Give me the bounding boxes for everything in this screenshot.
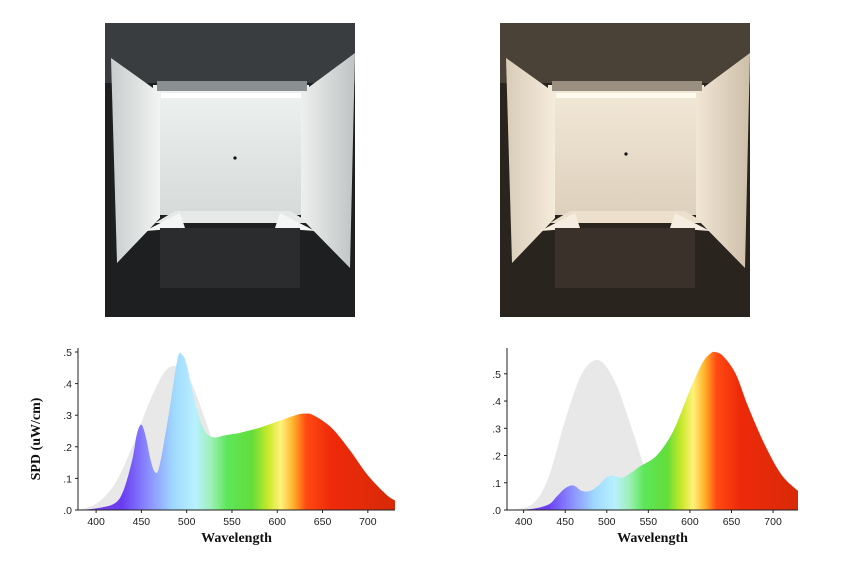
y-tick-label: .2 (492, 451, 501, 463)
x-tick-label: 700 (359, 516, 377, 528)
y-tick-label: .0 (63, 505, 72, 517)
x-tick-label: 650 (314, 516, 332, 528)
booth-warm-illustration (500, 23, 750, 317)
booth-cool-illustration (105, 23, 355, 317)
x-axis-title: Wavelength (617, 531, 688, 546)
reference-spectrum-area (507, 359, 665, 510)
y-tick-label: .3 (492, 423, 501, 435)
y-tick-label: .5 (63, 347, 72, 359)
x-tick-label: 500 (598, 516, 616, 528)
x-tick-label: 550 (640, 516, 658, 528)
x-tick-label: 550 (223, 516, 241, 528)
y-tick-label: .0 (492, 505, 501, 517)
x-tick-label: 400 (87, 516, 105, 528)
x-tick-label: 600 (681, 516, 699, 528)
y-tick-label: .5 (492, 369, 501, 381)
photo-cool-light-booth (105, 23, 355, 317)
x-tick-label: 650 (723, 516, 741, 528)
y-tick-label: .1 (492, 478, 501, 490)
x-tick-label: 450 (556, 516, 574, 528)
spd-chart-warm: 400 450 500 550 600 650 700 .0 .1 .2 .3 .4 .5 Wavelen… (492, 348, 798, 546)
y-tick-label: .4 (492, 396, 501, 408)
y-tick-label: .3 (63, 410, 72, 422)
spd-spectrum-area (507, 351, 798, 510)
x-tick-label: 450 (133, 516, 151, 528)
y-tick-label: .4 (63, 379, 72, 391)
y-tick-label: .2 (63, 442, 72, 454)
spd-spectrum-area (78, 352, 395, 510)
spd-chart-cool: 400 450 500 550 600 650 700 .0 .1 .2 .3 .4 .5 Wavelen… (29, 347, 395, 546)
x-tick-label: 500 (178, 516, 196, 528)
y-tick-label: .1 (63, 473, 72, 485)
x-tick-label: 700 (764, 516, 782, 528)
x-tick-label: 400 (515, 516, 533, 528)
x-axis-title: Wavelength (201, 531, 272, 546)
y-axis-title: SPD (uW/cm) (29, 397, 44, 480)
x-tick-label: 600 (268, 516, 286, 528)
photo-warm-light-booth (500, 23, 750, 317)
